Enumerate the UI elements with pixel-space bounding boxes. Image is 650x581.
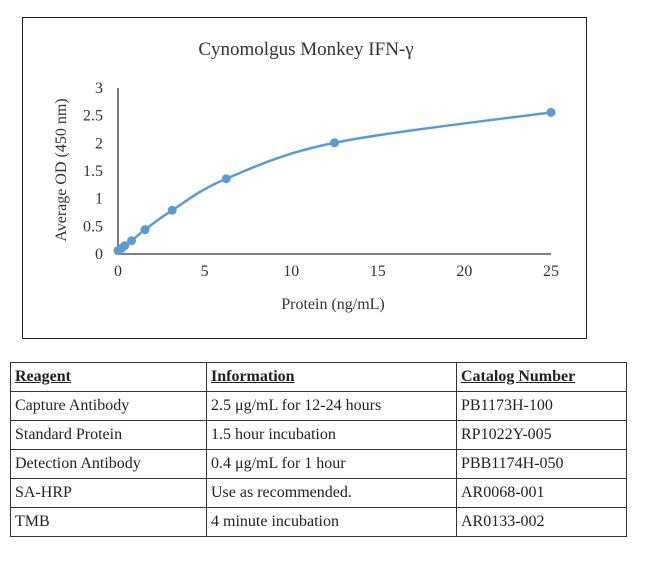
reagent-cell: TMB [10,507,207,537]
y-tick-label: 2 [95,135,103,152]
y-tick-label: 1 [95,191,103,208]
reagent-cell: Capture Antibody [10,391,207,421]
catalog-number-cell: PBB1174H-050 [456,449,627,479]
x-tick-label: 20 [456,263,472,280]
y-tick-label: 3 [95,80,103,97]
series-line [117,111,552,252]
information-cell: 1.5 hour incubation [206,420,457,450]
header-reagent: Reagent [10,362,207,392]
catalog-number-cell: AR0133-002 [456,507,627,537]
table-header-row: Reagent Information Catalog Number [10,362,627,392]
table-row: SA-HRP Use as recommended. AR0068-001 [10,478,627,508]
reagent-cell: Standard Protein [10,420,207,450]
chart: Cynomolgus Monkey IFN-γ Average OD (450 … [53,39,559,313]
header-information: Information [206,362,457,392]
information-cell: 2.5 μg/mL for 12-24 hours [206,391,457,421]
reagent-cell: SA-HRP [10,478,207,508]
chart-title: Cynomolgus Monkey IFN-γ [198,39,413,60]
y-tick-label: 0 [95,246,103,263]
catalog-number-cell: RP1022Y-005 [456,420,627,450]
reagent-table: Reagent Information Catalog Number Captu… [10,362,627,537]
catalog-number-cell: AR0068-001 [456,478,627,508]
catalog-number-cell: PB1173H-100 [456,391,627,421]
data-point [140,225,150,235]
data-point [127,236,137,246]
y-tick-label: 1.5 [83,163,103,180]
data-point [546,107,556,117]
table-row: Detection Antibody 0.4 μg/mL for 1 hour … [10,449,627,479]
y-tick-label: 2.5 [83,108,103,125]
x-tick-label: 10 [283,263,299,280]
header-catalog-number: Catalog Number [456,362,627,392]
x-tick-label: 15 [370,263,386,280]
table-row: TMB 4 minute incubation AR0133-002 [10,507,627,537]
data-point [330,138,339,148]
x-tick-label: 25 [543,263,559,280]
x-tick-label: 0 [114,263,122,280]
information-cell: Use as recommended. [206,478,457,508]
data-point [167,205,177,215]
reagent-cell: Detection Antibody [10,449,207,479]
y-axis-label: Average OD (450 nm) [53,98,70,241]
chart-container: Cynomolgus Monkey IFN-γ Average OD (450 … [22,17,587,339]
x-axis-label: Protein (ng/mL) [281,296,385,313]
information-cell: 4 minute incubation [206,507,457,537]
x-tick-label: 5 [201,263,209,280]
table-row: Capture Antibody 2.5 μg/mL for 12-24 hou… [10,391,627,421]
information-cell: 0.4 μg/mL for 1 hour [206,449,457,479]
y-tick-label: 0.5 [83,218,103,235]
table-row: Standard Protein 1.5 hour incubation RP1… [10,420,627,450]
data-point [120,241,130,251]
data-point [221,174,231,184]
